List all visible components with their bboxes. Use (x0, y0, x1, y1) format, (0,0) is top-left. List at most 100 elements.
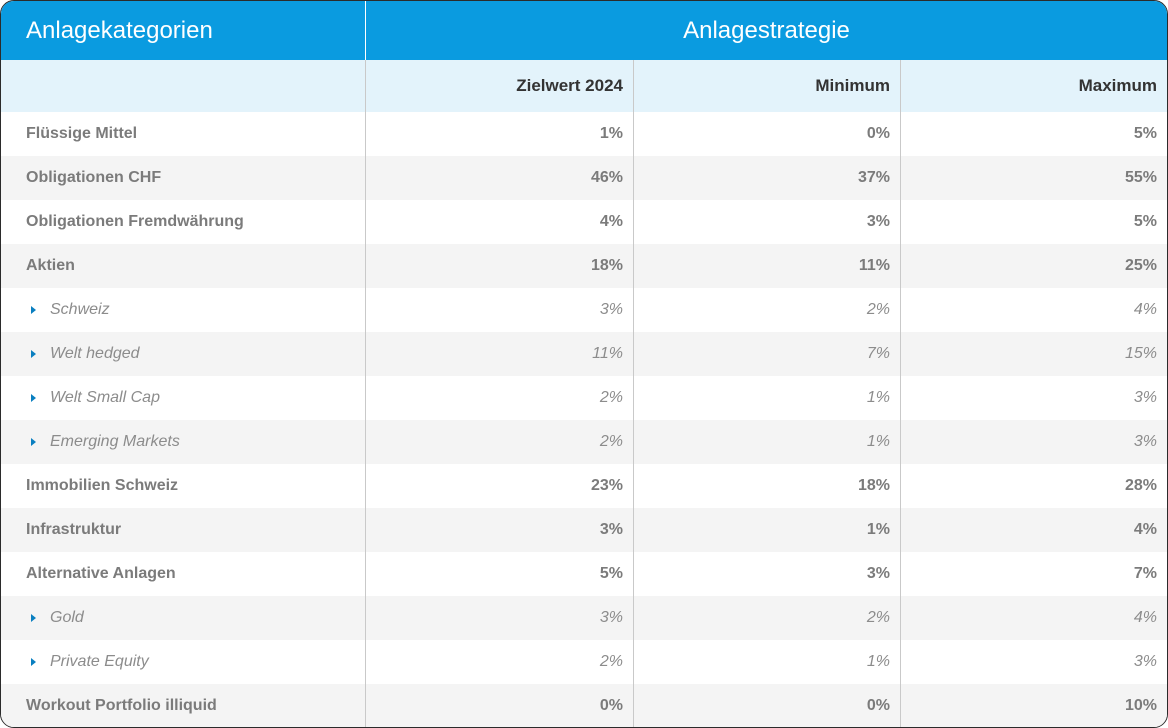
row-label: Emerging Markets (1, 420, 366, 464)
table-row: Infrastruktur 3% 1% 4% (1, 508, 1167, 552)
caret-right-icon (31, 394, 36, 402)
maximum-value: 3% (1133, 389, 1157, 406)
minimum-value: 3% (634, 552, 901, 596)
table-row: Obligationen Fremdwährung 4% 3% 5% (1, 200, 1167, 244)
minimum-value: 2% (634, 596, 901, 640)
row-label-text: Flüssige Mittel (26, 125, 138, 142)
row-label-text: Infrastruktur (26, 521, 122, 538)
minimum-value: 1% (634, 376, 901, 420)
table-body: Flüssige Mittel 1% 0% 5% Obligationen CHF 46%… (1, 112, 1167, 727)
zielwert-value: 3% (366, 288, 634, 332)
row-label: Welt hedged (1, 332, 366, 376)
maximum-value: 4% (1133, 609, 1157, 626)
minimum-value: 18% (634, 464, 901, 508)
row-label-text: Aktien (26, 257, 75, 274)
zielwert-value: 11% (366, 332, 634, 376)
minimum-value: 3% (634, 200, 901, 244)
row-label-text: Welt hedged (50, 345, 140, 362)
table-row: Immobilien Schweiz 23% 18% 28% (1, 464, 1167, 508)
maximum-value: 25% (1124, 257, 1157, 274)
header-anlagestrategie: Anlagestrategie (683, 16, 850, 44)
zielwert-value: 18% (366, 244, 634, 288)
maximum-value: 10% (1124, 697, 1157, 714)
row-label-text: Emerging Markets (50, 433, 180, 450)
row-label: Flüssige Mittel (1, 112, 366, 156)
table-row: Aktien 18% 11% 25% (1, 244, 1167, 288)
row-label: Schweiz (1, 288, 366, 332)
minimum-value: 0% (634, 112, 901, 156)
row-label-text: Alternative Anlagen (26, 565, 176, 582)
table-row: Welt Small Cap 2% 1% 3% (1, 376, 1167, 420)
row-label-text: Schweiz (50, 301, 110, 318)
caret-right-icon (31, 658, 36, 666)
table-header: Anlagekategorien Anlagestrategie (1, 1, 1167, 60)
row-label: Private Equity (1, 640, 366, 684)
table-row: Schweiz 3% 2% 4% (1, 288, 1167, 332)
minimum-value: 1% (634, 420, 901, 464)
caret-right-icon (31, 438, 36, 446)
column-header-zielwert: Zielwert 2024 (366, 60, 634, 112)
zielwert-value: 3% (366, 596, 634, 640)
column-header-row: Zielwert 2024 Minimum Maximum (1, 60, 1167, 112)
caret-right-icon (31, 350, 36, 358)
minimum-value: 2% (634, 288, 901, 332)
table-row: Flüssige Mittel 1% 0% 5% (1, 112, 1167, 156)
row-label-text: Immobilien Schweiz (26, 477, 179, 494)
table-row: Obligationen CHF 46% 37% 55% (1, 156, 1167, 200)
zielwert-value: 2% (366, 376, 634, 420)
zielwert-value: 5% (366, 552, 634, 596)
minimum-value: 37% (634, 156, 901, 200)
maximum-value: 3% (1133, 433, 1157, 450)
maximum-value: 3% (1133, 653, 1157, 670)
row-label-text: Obligationen Fremdwährung (26, 213, 244, 230)
zielwert-value: 2% (366, 420, 634, 464)
zielwert-value: 1% (366, 112, 634, 156)
zielwert-value: 23% (366, 464, 634, 508)
zielwert-value: 46% (366, 156, 634, 200)
maximum-value: 5% (1133, 125, 1157, 142)
maximum-value: 28% (1124, 477, 1157, 494)
row-label-text: Obligationen CHF (26, 169, 162, 186)
row-label: Workout Portfolio illiquid (1, 684, 366, 727)
minimum-value: 0% (634, 684, 901, 727)
maximum-value: 15% (1124, 345, 1157, 362)
table-row: Emerging Markets 2% 1% 3% (1, 420, 1167, 464)
column-header-maximum: Maximum (1078, 76, 1157, 95)
row-label: Immobilien Schweiz (1, 464, 366, 508)
row-label: Gold (1, 596, 366, 640)
table-row: Gold 3% 2% 4% (1, 596, 1167, 640)
table-row: Welt hedged 11% 7% 15% (1, 332, 1167, 376)
minimum-value: 7% (634, 332, 901, 376)
caret-right-icon (31, 614, 36, 622)
row-label-text: Private Equity (50, 653, 149, 670)
header-anlagekategorien: Anlagekategorien (1, 1, 366, 60)
maximum-value: 5% (1133, 213, 1157, 230)
maximum-value: 4% (1133, 521, 1157, 538)
maximum-value: 55% (1124, 169, 1157, 186)
column-header-minimum: Minimum (634, 60, 901, 112)
row-label-text: Gold (50, 609, 84, 626)
minimum-value: 1% (634, 640, 901, 684)
row-label: Welt Small Cap (1, 376, 366, 420)
maximum-value: 4% (1133, 301, 1157, 318)
zielwert-value: 2% (366, 640, 634, 684)
minimum-value: 11% (634, 244, 901, 288)
column-header-empty (1, 60, 366, 112)
table-row: Alternative Anlagen 5% 3% 7% (1, 552, 1167, 596)
table-row: Private Equity 2% 1% 3% (1, 640, 1167, 684)
row-label: Obligationen Fremdwährung (1, 200, 366, 244)
zielwert-value: 3% (366, 508, 634, 552)
row-label: Alternative Anlagen (1, 552, 366, 596)
maximum-value: 7% (1133, 565, 1157, 582)
row-label-text: Workout Portfolio illiquid (26, 697, 217, 714)
table-row: Workout Portfolio illiquid 0% 0% 10% (1, 684, 1167, 727)
zielwert-value: 4% (366, 200, 634, 244)
minimum-value: 1% (634, 508, 901, 552)
caret-right-icon (31, 306, 36, 314)
row-label: Infrastruktur (1, 508, 366, 552)
row-label: Obligationen CHF (1, 156, 366, 200)
row-label-text: Welt Small Cap (50, 389, 160, 406)
zielwert-value: 0% (366, 684, 634, 727)
row-label: Aktien (1, 244, 366, 288)
